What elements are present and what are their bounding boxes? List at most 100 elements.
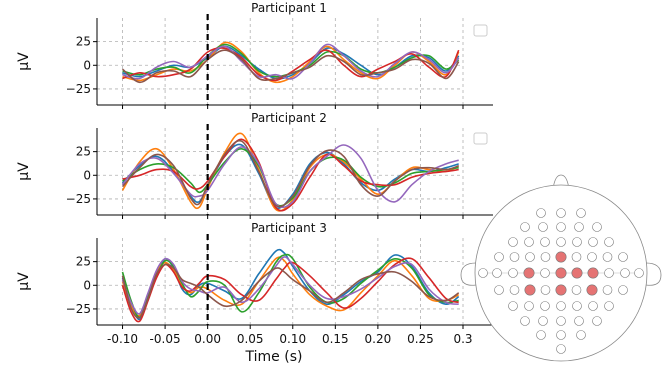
sensor — [556, 330, 566, 340]
sensor-highlighted — [523, 267, 535, 279]
sensor — [478, 268, 488, 278]
panel-title: Participant 3 — [251, 221, 327, 235]
sensor — [556, 316, 566, 326]
sensor — [556, 208, 566, 218]
x-tick-label: -0.05 — [150, 332, 181, 346]
sensor — [536, 208, 546, 218]
x-tick-label: 0.15 — [322, 332, 349, 346]
series-line-5 — [122, 43, 460, 80]
series-line-4 — [122, 138, 459, 212]
sensor — [536, 330, 546, 340]
sensor-highlighted — [586, 284, 598, 296]
sensor — [520, 316, 530, 326]
sensor — [508, 268, 518, 278]
sensor — [604, 237, 614, 247]
panel-title: Participant 2 — [251, 111, 327, 125]
y-tick-label: 0 — [83, 168, 91, 182]
sensor-highlighted — [555, 267, 567, 279]
axes-participant-3: −25 0 25 -0.10 -0.05 0.00 0.05 0.10 0.15 0.20 0.25… — [16, 221, 493, 365]
sensor — [524, 301, 534, 311]
sensor — [509, 285, 520, 295]
series-line-5 — [121, 144, 459, 209]
series-line-6 — [121, 263, 460, 319]
sensor — [572, 301, 582, 311]
x-tick-label: -0.10 — [107, 332, 138, 346]
sensor — [524, 237, 534, 247]
sensor — [592, 316, 602, 326]
sensor — [620, 268, 630, 278]
sensor — [588, 301, 598, 311]
x-tick-label: 0.10 — [279, 332, 306, 346]
series-line-6 — [121, 49, 460, 84]
axes-participant-1: −25 0 25 Participant 1 µV — [16, 1, 493, 109]
series-line-2 — [121, 132, 460, 212]
sensor — [538, 222, 548, 232]
sensor — [576, 330, 586, 340]
x-tick-label: 0.20 — [365, 332, 392, 346]
sensor — [604, 301, 614, 311]
sensor — [618, 285, 628, 295]
y-tick-label: 25 — [76, 35, 91, 49]
y-tick-label: 0 — [83, 58, 91, 72]
sensor-highlighted — [587, 267, 599, 279]
sensor — [509, 252, 520, 262]
sensor — [572, 237, 582, 247]
sensor — [494, 285, 504, 295]
sensor — [571, 252, 582, 262]
x-tick-label: 0.00 — [194, 332, 221, 346]
sensor — [574, 222, 584, 232]
sensor — [508, 301, 518, 311]
y-tick-label: 25 — [76, 255, 91, 269]
x-tick-label: 0.3 — [453, 332, 472, 346]
sensor — [540, 268, 550, 278]
y-tick-label: −25 — [66, 302, 91, 316]
sensor — [576, 208, 586, 218]
sensor — [540, 237, 550, 247]
y-tick-label: −25 — [66, 192, 91, 206]
sensor — [602, 285, 613, 295]
y-tick-label: −25 — [66, 82, 91, 96]
sensor — [574, 316, 584, 326]
sensor-highlighted — [571, 267, 583, 279]
y-tick-label: 0 — [83, 278, 91, 292]
sensor — [602, 252, 613, 262]
x-tick-label: 0.25 — [407, 332, 434, 346]
x-tick-label: 0.05 — [237, 332, 264, 346]
legend-box-participant-1[interactable] — [473, 24, 488, 37]
y-tick-label: 25 — [76, 145, 91, 159]
head-right-ear — [645, 262, 662, 286]
legend-box-participant-2[interactable] — [473, 132, 488, 145]
sensor — [556, 237, 566, 247]
sensor — [588, 237, 598, 247]
sensor-highlighted — [555, 284, 567, 296]
sensor — [618, 252, 628, 262]
y-axis-label: µV — [16, 272, 32, 291]
sensor — [538, 316, 548, 326]
sensor-highlighted — [555, 251, 567, 263]
sensor — [556, 344, 566, 354]
sensor — [592, 222, 602, 232]
series-line-6 — [121, 139, 459, 208]
x-axis-label: Time (s) — [245, 349, 303, 365]
sensor — [540, 252, 551, 262]
panel-title: Participant 1 — [251, 1, 327, 15]
sensor — [604, 268, 614, 278]
sensor-highlighted — [524, 284, 536, 296]
sensor — [540, 301, 550, 311]
sensor — [556, 222, 566, 232]
head-left-ear — [460, 262, 477, 286]
sensor-map — [460, 174, 662, 362]
axes-participant-2: −25 0 25 Participant 2 µV — [16, 111, 493, 219]
sensor — [508, 237, 518, 247]
sensor — [494, 252, 504, 262]
series-line-1 — [122, 45, 460, 80]
sensor — [520, 222, 530, 232]
y-axis-label: µV — [16, 162, 32, 181]
sensor — [634, 268, 644, 278]
series-line-5 — [121, 256, 459, 315]
y-axis-label: µV — [16, 52, 32, 71]
sensor — [492, 268, 502, 278]
sensor — [540, 285, 551, 295]
sensor — [556, 301, 566, 311]
